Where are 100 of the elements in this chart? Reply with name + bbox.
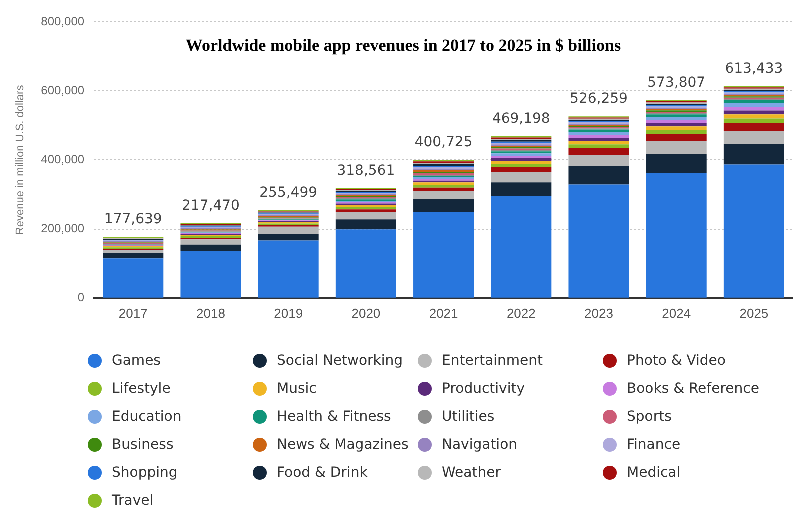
total-label: 217,470 [182, 198, 240, 214]
bar [414, 182, 474, 186]
total-label: 400,725 [414, 134, 473, 151]
bar [336, 220, 396, 230]
text: Worldwide mobile app revenues in 2017 to 2025 in $ billions [184, 36, 622, 56]
total-label: 573,807 [648, 74, 706, 91]
bar [724, 114, 784, 119]
y-tick-label: 600,000 [41, 83, 85, 98]
bar [414, 185, 474, 188]
total-label: 177,639 [104, 212, 162, 228]
total-label: 469,198 [492, 110, 550, 127]
bar [724, 131, 784, 144]
legend-label: Books & Reference [627, 381, 760, 397]
bar [491, 182, 552, 196]
x-tick-label: 2023 [584, 306, 614, 321]
bar [568, 155, 630, 166]
legend-label: Entertainment [442, 353, 544, 369]
bar [103, 250, 164, 254]
bar [336, 230, 396, 298]
legend-label: Education [112, 409, 182, 425]
bar [646, 172, 707, 298]
bar [724, 100, 784, 104]
total-label: 318,561 [337, 162, 396, 179]
bar [646, 120, 707, 124]
y-tick-label: 800,000 [41, 14, 85, 28]
legend-label: Health & Fitness [277, 409, 392, 425]
bar [491, 167, 552, 172]
bar [180, 251, 242, 298]
bar [414, 199, 474, 212]
bar [336, 210, 396, 212]
bar [491, 158, 552, 162]
bar [414, 212, 474, 298]
bar [646, 130, 707, 134]
x-tick-label: 2020 [352, 306, 381, 321]
legend-label: Navigation [442, 437, 518, 453]
bar [258, 234, 319, 241]
bar [646, 141, 707, 154]
bar [568, 184, 630, 298]
x-tick-label: 2017 [118, 306, 148, 321]
bar [724, 104, 784, 107]
bar [724, 110, 784, 115]
legend-label: Utilities [442, 409, 495, 425]
bar [568, 144, 630, 148]
bar [568, 148, 630, 156]
legend-label: Games [112, 353, 161, 369]
bar [724, 123, 784, 132]
bar [724, 164, 784, 298]
bar [646, 154, 707, 173]
legend-label: Business [112, 437, 174, 453]
y-tick-label: 200,000 [41, 222, 85, 236]
bar [414, 191, 474, 200]
legend-label: Sports [627, 409, 672, 425]
x-tick-label: 2024 [662, 306, 692, 321]
legend-label: Shopping [112, 465, 178, 481]
bar [180, 240, 242, 245]
y-axis-title: Revenue in million U.S. dollars [14, 84, 27, 236]
bar [258, 226, 319, 234]
bar [258, 240, 319, 298]
bar [646, 114, 707, 118]
bar [414, 188, 474, 192]
bar [491, 164, 552, 168]
bar [180, 244, 242, 252]
x-tick-label: 2025 [740, 306, 769, 321]
bar [724, 144, 784, 165]
bar [491, 154, 552, 156]
legend-label: Productivity [442, 381, 525, 397]
legend-label: Photo & Video [627, 353, 726, 369]
x-tick-label: 2018 [196, 306, 226, 321]
bar [568, 138, 630, 142]
bar [103, 258, 164, 298]
bar [568, 132, 630, 135]
bar [646, 134, 707, 142]
legend-label: Finance [627, 437, 681, 453]
legend-label: Music [277, 381, 317, 397]
bar [646, 123, 707, 127]
bar [724, 106, 784, 111]
x-tick-label: 2019 [274, 306, 304, 321]
x-tick-label: 2021 [429, 306, 458, 321]
y-tick-label: 0 [78, 290, 85, 305]
legend-label: Lifestyle [112, 381, 171, 397]
legend-label: Social Networking [277, 353, 404, 369]
bar [568, 166, 630, 185]
bar [724, 118, 784, 124]
legend-label: Food & Drink [277, 465, 368, 481]
total-label: 526,259 [570, 91, 628, 108]
x-tick-label: 2022 [506, 306, 536, 321]
legend-label: Travel [112, 493, 154, 509]
bar [336, 212, 396, 220]
legend-label: News & Magazines [277, 437, 409, 453]
bar [491, 172, 552, 183]
bar [568, 134, 630, 138]
bar [646, 126, 707, 130]
bar [491, 161, 552, 164]
bar [568, 141, 630, 145]
bar [336, 207, 396, 210]
total-label: 613,433 [725, 61, 784, 78]
y-tick-label: 400,000 [41, 152, 85, 167]
bar [491, 196, 552, 298]
bar [646, 117, 707, 120]
bar [103, 253, 164, 259]
